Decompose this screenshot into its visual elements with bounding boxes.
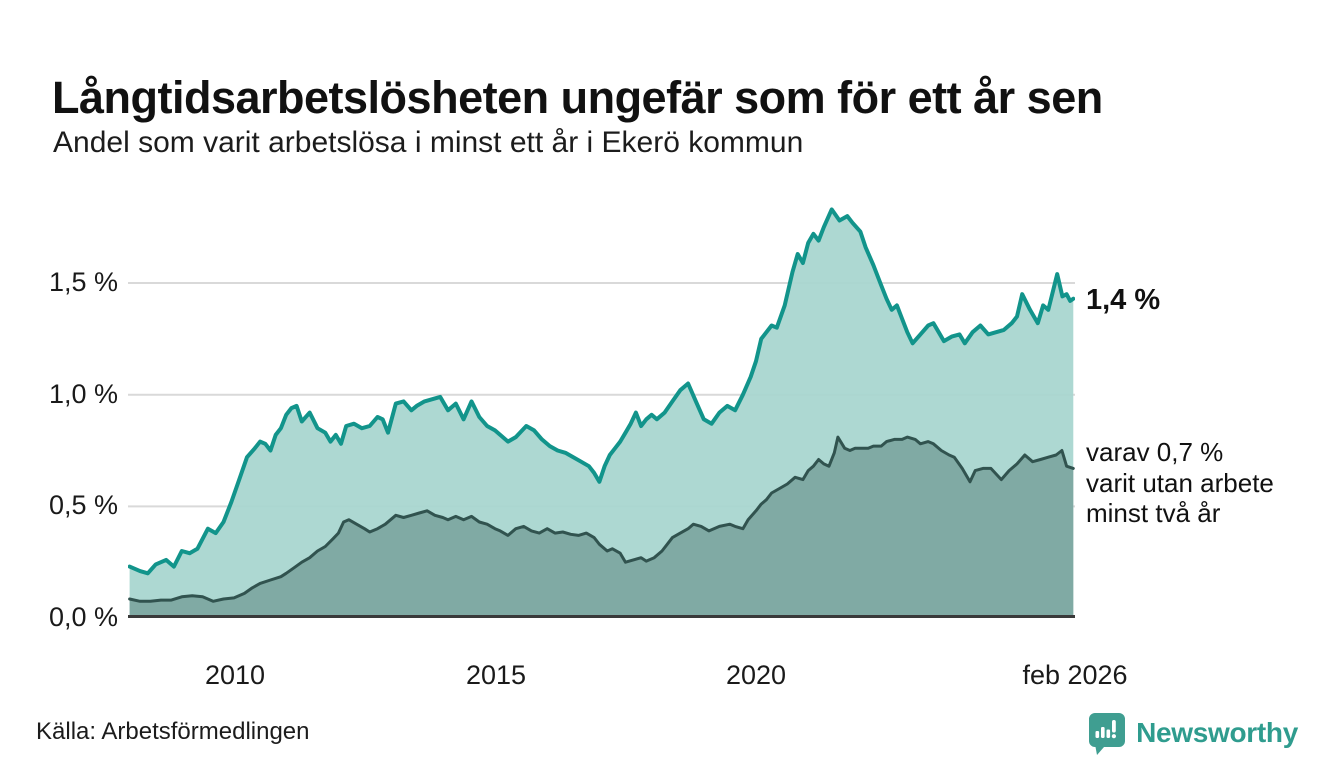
- secondary-value-label: varav 0,7 % varit utan arbete minst två …: [1086, 437, 1274, 529]
- x-axis-line: [128, 615, 1075, 618]
- newsworthy-bubble-chart-icon: [1089, 713, 1126, 755]
- y-tick-label: 1,0 %: [48, 379, 118, 409]
- source-note: Källa: Arbetsförmedlingen: [36, 718, 310, 745]
- y-tick-label: 0,0 %: [48, 602, 118, 632]
- area-chart-canvas: [128, 207, 1075, 618]
- newsworthy-logo: Newsworthy: [1087, 711, 1298, 755]
- secondary-value-line: varit utan arbete: [1086, 467, 1274, 498]
- x-tick-label: 2010: [204, 660, 266, 690]
- x-tick-label: 2015: [465, 660, 527, 690]
- brand-name: Newsworthy: [1136, 717, 1298, 748]
- x-tick-label: 2020: [725, 660, 787, 690]
- y-tick-label: 0,5 %: [48, 490, 118, 520]
- chart-title: Långtidsarbetslösheten ungefär som för e…: [52, 72, 1103, 124]
- secondary-value-line: varav 0,7 %: [1086, 437, 1224, 467]
- x-tick-label: feb 2026: [1022, 660, 1128, 690]
- chart-subtitle: Andel som varit arbetslösa i minst ett å…: [53, 126, 804, 159]
- y-tick-label: 1,5 %: [48, 267, 118, 297]
- secondary-value-line: minst två år: [1086, 498, 1221, 529]
- latest-value-label: 1,4 %: [1086, 284, 1161, 316]
